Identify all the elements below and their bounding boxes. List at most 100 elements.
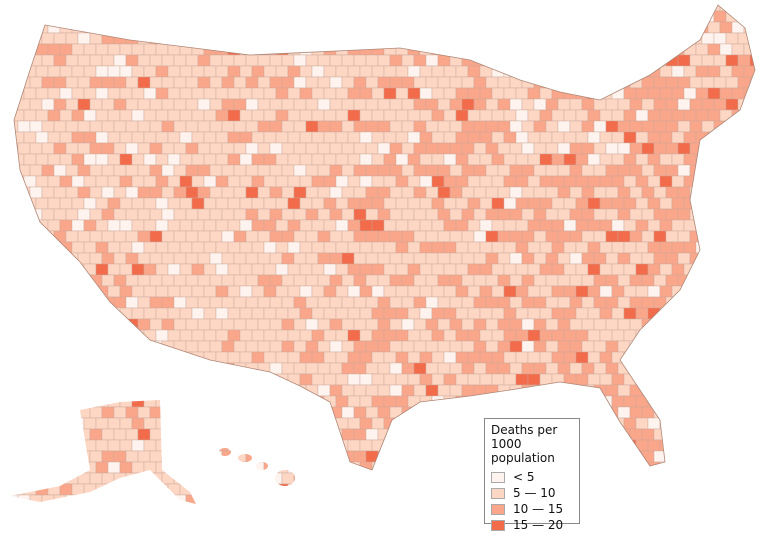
county: [443, 109, 457, 122]
county: [155, 21, 169, 34]
county: [71, 197, 85, 210]
county: [353, 340, 367, 353]
county: [149, 252, 163, 265]
county: [18, 517, 30, 528]
county: [221, 296, 235, 309]
county: [695, 461, 709, 474]
county: [215, 461, 229, 474]
county: [377, 142, 391, 155]
county: [161, 98, 175, 111]
county: [125, 428, 139, 441]
county: [569, 406, 583, 419]
county: [749, 252, 755, 265]
county: [35, 131, 49, 144]
county: [653, 252, 667, 265]
county: [41, 296, 55, 309]
county: [311, 351, 325, 364]
county: [762, 55, 768, 66]
county: [443, 483, 457, 496]
county: [167, 461, 181, 474]
county: [629, 186, 643, 199]
county: [437, 494, 451, 504]
county: [389, 230, 403, 243]
county: [131, 175, 145, 188]
county: [155, 175, 169, 188]
county: [713, 472, 727, 485]
county: [53, 252, 67, 265]
county: [359, 285, 373, 298]
county: [107, 329, 121, 342]
county: [545, 274, 559, 287]
county: [59, 219, 73, 232]
county: [635, 87, 649, 100]
county: [305, 252, 319, 265]
county: [311, 483, 325, 496]
county: [323, 285, 337, 298]
county: [10, 10, 19, 23]
county: [671, 461, 685, 474]
county: [371, 87, 385, 100]
county: [143, 43, 157, 56]
county: [611, 263, 625, 276]
county: [371, 197, 385, 210]
county: [444, 528, 456, 534]
county: [402, 517, 414, 528]
county: [245, 54, 259, 67]
county: [749, 164, 755, 177]
county: [59, 351, 73, 364]
county: [101, 274, 115, 287]
county: [113, 98, 127, 111]
county: [407, 351, 421, 364]
county: [683, 153, 697, 166]
county: [305, 406, 319, 419]
county: [299, 483, 313, 496]
county: [245, 98, 259, 111]
county: [11, 5, 25, 12]
county: [65, 208, 79, 221]
county: [161, 472, 175, 485]
county: [365, 120, 379, 133]
county: [23, 43, 37, 56]
county: [53, 296, 67, 309]
county: [227, 241, 241, 254]
county: [119, 43, 133, 56]
county: [533, 252, 547, 265]
county: [318, 517, 330, 528]
county: [65, 142, 79, 155]
county: [131, 439, 145, 452]
county: [737, 142, 751, 155]
county: [641, 54, 655, 67]
county: [701, 76, 715, 89]
county: [707, 43, 721, 56]
county: [725, 340, 739, 353]
county: [581, 340, 595, 353]
county: [17, 340, 31, 353]
county: [143, 65, 157, 78]
county: [347, 219, 361, 232]
county: [23, 21, 37, 34]
county: [521, 208, 535, 221]
county: [395, 65, 409, 78]
county: [677, 362, 691, 375]
county: [179, 5, 193, 12]
county: [125, 32, 139, 45]
county: [599, 351, 613, 364]
county: [617, 296, 631, 309]
county: [587, 307, 601, 320]
county: [173, 428, 187, 441]
county: [107, 439, 121, 452]
county: [557, 274, 571, 287]
county: [677, 472, 691, 485]
county: [89, 318, 103, 331]
county: [197, 54, 211, 67]
county: [737, 494, 751, 504]
county: [329, 208, 343, 221]
county: [533, 142, 547, 155]
county: [599, 21, 613, 34]
county: [185, 208, 199, 221]
county: [11, 307, 25, 320]
county: [191, 43, 205, 56]
county: [731, 329, 745, 342]
county: [161, 252, 175, 265]
county: [275, 483, 289, 496]
